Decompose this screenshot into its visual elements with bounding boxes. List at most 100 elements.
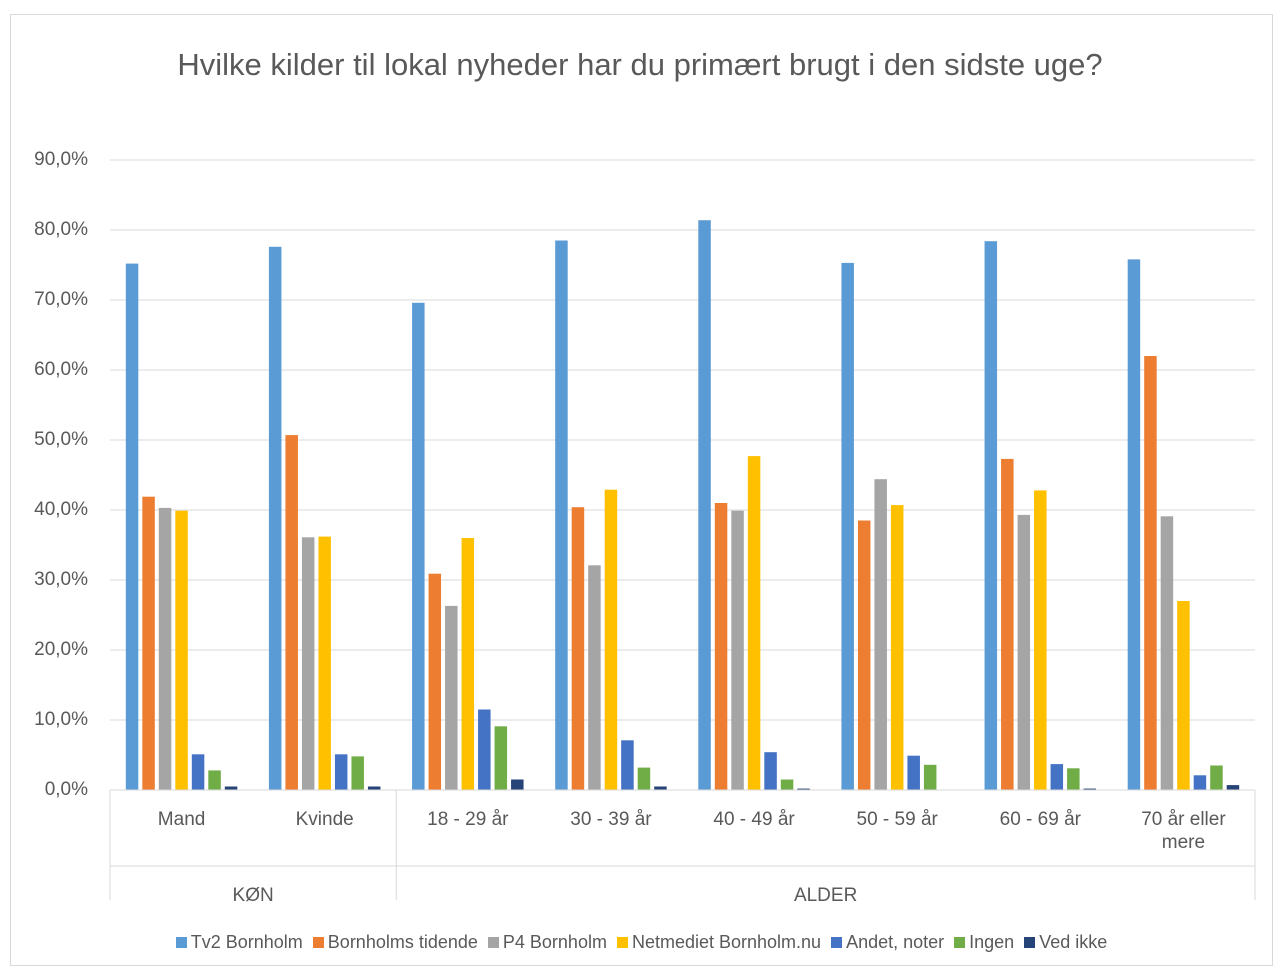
bar — [747, 456, 761, 790]
bar — [621, 740, 634, 790]
bar — [301, 537, 315, 790]
bar — [857, 520, 871, 790]
x-tick-label: 30 - 39 år — [570, 809, 652, 830]
bar — [428, 573, 442, 790]
bar — [445, 605, 458, 790]
legend-swatch — [175, 937, 187, 948]
bar — [654, 786, 667, 790]
y-tick-label: 40,0% — [34, 499, 88, 520]
bar — [158, 507, 172, 790]
group-label: ALDER — [793, 885, 858, 906]
group-label: KØN — [232, 885, 274, 906]
legend-item: P4 Bornholm — [487, 932, 607, 953]
bar — [1083, 788, 1097, 790]
legend-item: Tv2 Bornholm — [175, 932, 303, 953]
legend-swatch — [487, 937, 499, 948]
legend-label: P4 Bornholm — [502, 932, 607, 952]
chart-title: Hvilke kilder til lokal nyheder har du p… — [177, 47, 1103, 82]
bar — [1160, 516, 1174, 790]
bar — [268, 246, 282, 791]
bar — [285, 435, 298, 790]
x-tick-label: 50 - 59 år — [856, 809, 938, 830]
legend-item: Netmediet Bornholm.nu — [616, 932, 822, 953]
y-tick-label: 80,0% — [34, 219, 88, 240]
bar — [478, 709, 491, 790]
bar — [714, 503, 728, 790]
x-tick-label: 70 år eller mere — [1141, 809, 1226, 853]
legend-swatch — [616, 937, 628, 948]
legend-swatch — [312, 937, 324, 948]
bar — [571, 507, 585, 790]
y-tick-label: 90,0% — [34, 149, 88, 170]
y-tick-label: 0,0% — [44, 779, 88, 800]
y-tick-label: 10,0% — [34, 709, 88, 730]
legend-label: Ved ikke — [1039, 932, 1108, 952]
legend-item: Andet, noter — [831, 932, 944, 953]
bar — [367, 786, 381, 790]
legend: Tv2 Bornholm Bornholms tidende P4 Bornholm… — [0, 932, 1283, 953]
bar — [351, 756, 364, 790]
bar — [191, 754, 205, 790]
legend-label: Bornholms tidende — [327, 932, 478, 952]
legend-label: Netmediet Bornholm.nu — [631, 932, 822, 952]
bar — [1017, 514, 1031, 790]
bar — [797, 788, 810, 790]
y-tick-label: 60,0% — [34, 359, 88, 380]
bar — [142, 496, 155, 790]
bar — [907, 755, 920, 790]
bar — [984, 241, 998, 790]
x-tick-label: 18 - 29 år — [427, 809, 509, 830]
bar — [731, 510, 744, 790]
bar — [764, 752, 777, 790]
bar — [1127, 259, 1141, 790]
bar — [588, 565, 601, 790]
bar — [1144, 356, 1157, 790]
bar — [780, 779, 794, 790]
bar — [208, 770, 221, 790]
bar — [1001, 458, 1014, 790]
y-tick-label: 50,0% — [34, 429, 88, 450]
bar — [604, 489, 618, 790]
bar — [923, 764, 937, 790]
bar — [224, 786, 238, 790]
x-tick-label: 60 - 69 år — [999, 809, 1081, 830]
x-tick-label: 40 - 49 år — [713, 809, 795, 830]
bar — [841, 262, 854, 790]
bar — [1050, 764, 1064, 790]
bar — [698, 220, 711, 790]
bar — [318, 536, 331, 790]
legend-item: Ingen — [954, 932, 1014, 953]
chart-border — [10, 14, 1273, 966]
bar — [555, 240, 568, 790]
bar — [412, 302, 425, 790]
legend-label: Andet, noter — [846, 932, 945, 952]
bar — [1226, 785, 1240, 790]
bar — [1193, 775, 1207, 790]
legend-label: Tv2 Bornholm — [190, 932, 303, 952]
legend-swatch — [831, 937, 843, 948]
legend-swatch — [1024, 937, 1036, 948]
y-tick-label: 20,0% — [34, 639, 88, 660]
bar — [461, 538, 475, 790]
bar — [494, 726, 508, 790]
bar — [1177, 601, 1190, 790]
bar — [637, 767, 651, 790]
bar — [175, 510, 188, 790]
legend-label: Ingen — [969, 932, 1015, 952]
y-tick-label: 70,0% — [34, 289, 88, 310]
bar — [334, 754, 348, 790]
bar — [1034, 490, 1047, 790]
legend-swatch — [954, 937, 966, 948]
bar — [1210, 765, 1223, 790]
legend-item: Bornholms tidende — [312, 932, 478, 953]
x-tick-label: Mand — [157, 809, 206, 830]
bar — [511, 779, 524, 790]
legend-item: Ved ikke — [1024, 932, 1107, 953]
bar — [125, 263, 139, 791]
bar — [874, 479, 887, 790]
x-tick-label: Kvinde — [295, 809, 354, 830]
y-tick-label: 30,0% — [34, 569, 88, 590]
bar — [1067, 768, 1080, 790]
